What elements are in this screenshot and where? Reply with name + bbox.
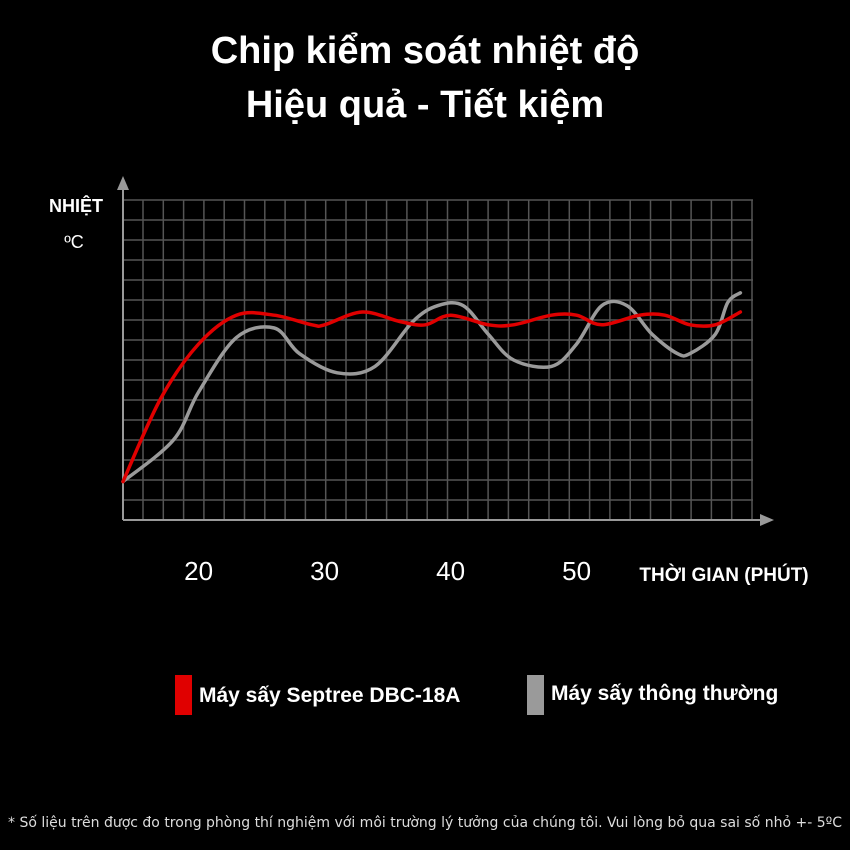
chart-grid (123, 199, 753, 520)
series-line-normal (121, 291, 743, 484)
x-axis-arrow (760, 514, 774, 526)
x-tick-label: 20 (184, 556, 213, 586)
legend-label-septree: Máy sấy Septree DBC-18A (199, 684, 461, 707)
legend-swatch-septree (175, 675, 192, 715)
page-title-line1: Chip kiểm soát nhiệt độ (210, 30, 640, 72)
page-title-line2: Hiệu quả - Tiết kiệm (245, 84, 605, 126)
legend-swatch-normal (527, 675, 544, 715)
x-tick-label: 50 (562, 556, 591, 586)
x-tick-label: 40 (436, 556, 465, 586)
x-tick-label: 30 (310, 556, 339, 586)
x-axis-label: THỜI GIAN (PHÚT) (639, 564, 808, 586)
footnote: * Số liệu trên được đo trong phòng thí n… (8, 815, 842, 831)
series-line-septree (121, 310, 743, 484)
y-axis-label: NHIỆT (49, 195, 103, 216)
chart-axes (117, 176, 774, 526)
legend-label-normal: Máy sấy thông thường (551, 682, 779, 705)
y-axis-arrow (117, 176, 129, 190)
y-axis-unit: ºC (64, 232, 84, 252)
